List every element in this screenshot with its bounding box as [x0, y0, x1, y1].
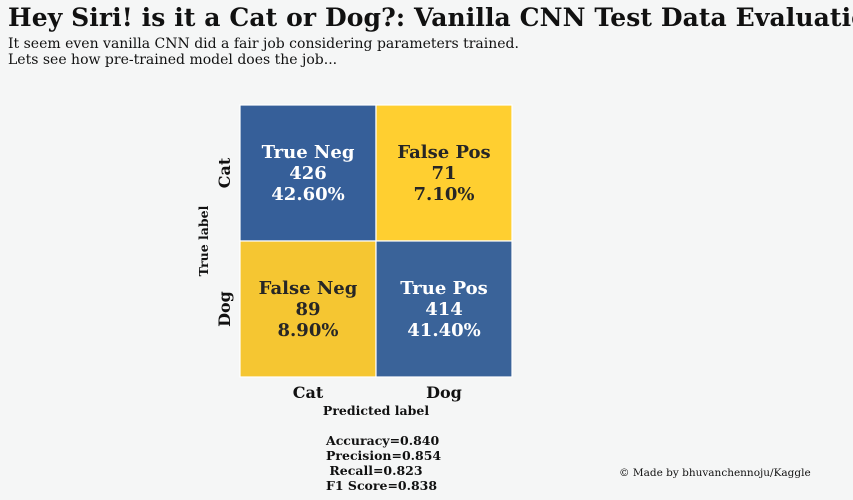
heatmap-cell-1-1	[375, 240, 513, 378]
cell-count-0-1: 71	[431, 163, 456, 184]
x-tick-label-1: Dog	[426, 383, 462, 402]
metric-accuracy: Accuracy=0.840	[326, 433, 440, 448]
cell-count-1-1: 414	[425, 299, 463, 320]
cell-label-0-0: True Neg	[262, 142, 355, 163]
chart-title: Hey Siri! is it a Cat or Dog?: Vanilla C…	[8, 3, 853, 32]
y-tick-label-1: Dog	[215, 291, 234, 327]
y-axis-label: True label	[196, 205, 211, 276]
cell-percent-1-0: 8.90%	[278, 320, 339, 341]
chart-subtitle: It seem even vanilla CNN did a fair job …	[8, 36, 519, 68]
metric-precision: Precision=0.854	[326, 448, 442, 463]
cell-count-0-0: 426	[289, 163, 327, 184]
cell-label-1-0: False Neg	[259, 278, 358, 299]
cell-percent-0-0: 42.60%	[271, 184, 344, 205]
credit-text: © Made by bhuvanchennoju/Kaggle	[619, 467, 811, 479]
metric-f1: F1 Score=0.838	[326, 478, 438, 493]
metric-recall: Recall=0.823	[329, 463, 423, 478]
cell-label-0-1: False Pos	[397, 142, 490, 163]
cell-percent-1-1: 41.40%	[407, 320, 480, 341]
heatmap-cell-0-1	[375, 104, 513, 242]
cell-percent-0-1: 7.10%	[414, 184, 475, 205]
x-tick-label-0: Cat	[293, 383, 324, 402]
cell-count-1-0: 89	[295, 299, 320, 320]
heatmap-cell-1-0	[239, 240, 377, 378]
metrics-summary: Accuracy=0.840 Precision=0.854 Recall=0.…	[326, 433, 442, 493]
x-axis-label: Predicted label	[323, 403, 429, 418]
y-tick-label-0: Cat	[215, 157, 234, 188]
cell-label-1-1: True Pos	[400, 278, 488, 299]
